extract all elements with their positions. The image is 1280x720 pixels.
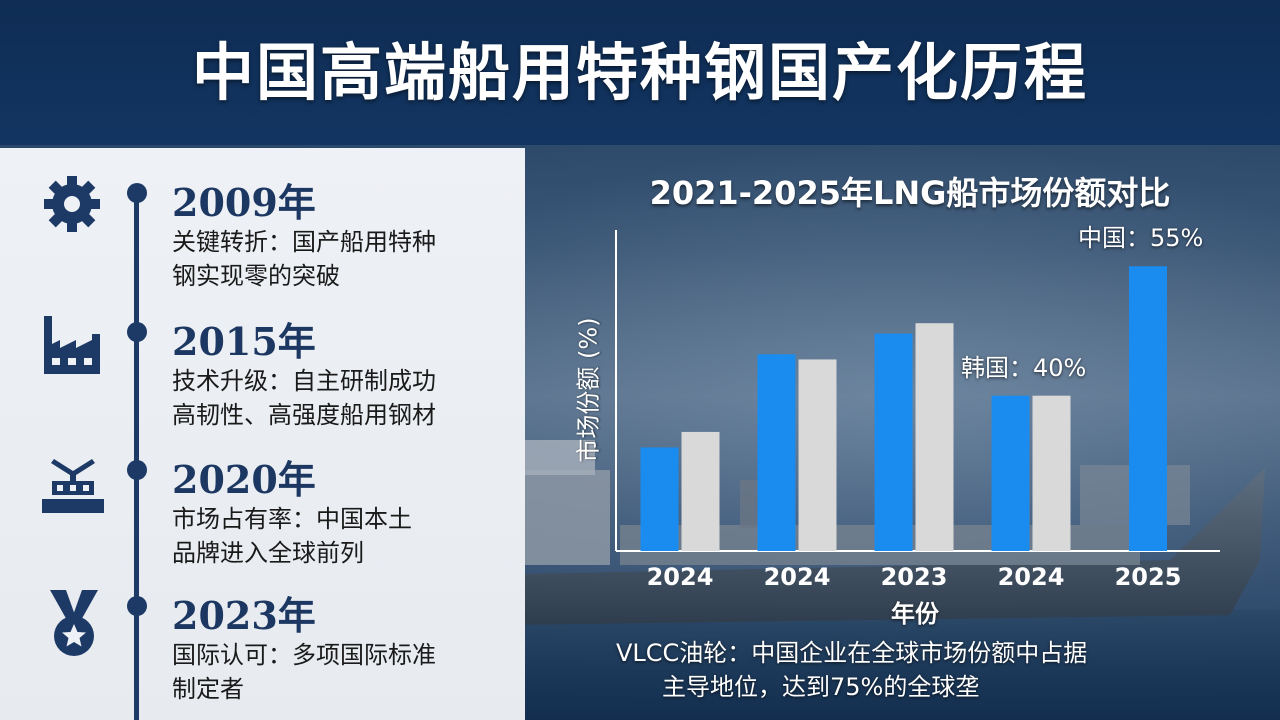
timeline-line: [134, 192, 139, 720]
timeline-dot: [127, 322, 147, 342]
timeline-dot: [127, 596, 147, 616]
x-axis-label: 年份: [891, 600, 939, 628]
bar-s0-2: [874, 333, 913, 551]
timeline-text-line: 高韧性、高强度船用钢材: [172, 401, 436, 429]
x-tick-label: 2023: [881, 563, 948, 591]
bar-s1-0: [681, 431, 720, 551]
timeline-text-line: 国际认可：多项国际标准: [172, 641, 436, 669]
bar-s1-3: [1032, 395, 1071, 551]
timeline-text-line: 钢实现零的突破: [172, 262, 340, 290]
timeline-dot: [127, 183, 147, 203]
timeline-text-line: 制定者: [172, 675, 244, 703]
x-tick-label: 2024: [998, 563, 1065, 591]
timeline-year: 2015年: [172, 319, 316, 364]
chart-title: 2021-2025年LNG船市场份额对比: [649, 174, 1171, 212]
ship-crane-icon: [42, 459, 104, 513]
timeline-text-line: 关键转折：国产船用特种: [172, 228, 436, 256]
y-axis-label: 市场份额 (%): [574, 317, 603, 463]
medal-icon: [50, 590, 98, 656]
timeline-dot: [127, 460, 147, 480]
bar-s0-4: [1129, 266, 1167, 551]
annotation-korea: 韩国：40%: [961, 353, 1087, 382]
factory-icon: [44, 316, 100, 374]
timeline-text-line: 市场占有率：中国本土: [172, 505, 412, 533]
note-line: VLCC油轮：中国企业在全球市场份额中占据: [616, 639, 1088, 667]
bar-s0-3: [991, 395, 1030, 551]
bar-s0-1: [757, 354, 796, 551]
note-line: 主导地位，达到75%的全球垄: [662, 673, 980, 701]
page-title: 中国高端船用特种钢国产化历程: [191, 36, 1088, 109]
note-text: VLCC油轮：中国企业在全球市场份额中占据 主导地位，达到75%的全球垄: [616, 636, 1216, 704]
bar-s1-1: [798, 359, 837, 551]
timeline-text: 国际认可：多项国际标准 制定者: [172, 638, 517, 706]
timeline-year: 2009年: [172, 180, 316, 225]
x-tick-label: 2024: [764, 563, 831, 591]
bar-s1-2: [915, 323, 954, 551]
gear-icon: [44, 176, 100, 232]
x-tick-label: 2024: [647, 563, 714, 591]
x-tick-label: 2025: [1115, 563, 1182, 591]
bar-s0-0: [640, 447, 679, 551]
timeline-year: 2023年: [172, 593, 316, 638]
timeline-text: 技术升级：自主研制成功 高韧性、高强度船用钢材: [172, 364, 517, 432]
timeline-text-line: 品牌进入全球前列: [172, 539, 364, 567]
timeline-text: 市场占有率：中国本土 品牌进入全球前列: [172, 502, 517, 570]
timeline-text: 关键转折：国产船用特种 钢实现零的突破: [172, 225, 517, 293]
timeline-year: 2020年: [172, 457, 316, 502]
annotation-china: 中国：55%: [1078, 224, 1204, 253]
timeline-text-line: 技术升级：自主研制成功: [172, 367, 436, 395]
title-band: [0, 0, 1280, 145]
